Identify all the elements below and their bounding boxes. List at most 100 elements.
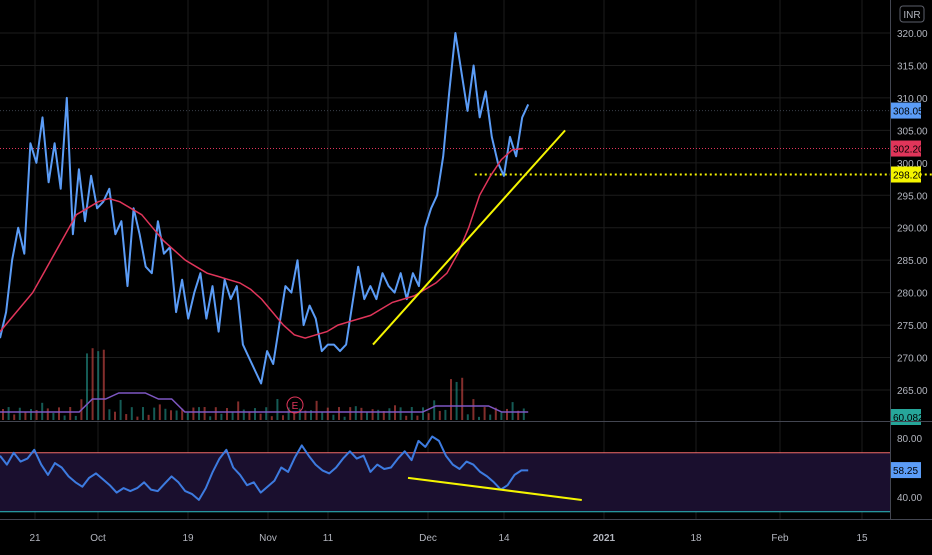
volume-bar[interactable] bbox=[147, 414, 150, 420]
rsi-trendline[interactable] bbox=[407, 476, 582, 501]
rsi-line[interactable] bbox=[0, 435, 529, 501]
volume-bar[interactable] bbox=[18, 407, 21, 420]
volume-bar[interactable] bbox=[444, 409, 447, 420]
volume-bar[interactable] bbox=[248, 411, 251, 420]
volume-bar[interactable] bbox=[321, 412, 324, 420]
volume-bar[interactable] bbox=[371, 409, 374, 420]
price-trendline[interactable] bbox=[372, 129, 566, 346]
volume-bar[interactable] bbox=[338, 407, 340, 420]
volume-bar[interactable] bbox=[287, 407, 290, 420]
volume-bar[interactable] bbox=[220, 413, 223, 420]
volume-bar[interactable] bbox=[472, 399, 475, 420]
price-series-line[interactable] bbox=[0, 32, 530, 385]
volume-bar[interactable] bbox=[102, 349, 105, 420]
volume-bar[interactable] bbox=[97, 351, 100, 420]
volume-bar[interactable] bbox=[153, 407, 156, 420]
volume-bar[interactable] bbox=[142, 407, 144, 420]
volume-panel[interactable]: E bbox=[0, 348, 529, 420]
volume-bar[interactable] bbox=[478, 416, 480, 420]
volume-bar[interactable] bbox=[427, 413, 430, 420]
volume-bar[interactable] bbox=[108, 409, 111, 420]
volume-bar[interactable] bbox=[304, 410, 307, 420]
volume-bar[interactable] bbox=[270, 416, 273, 420]
volume-bar[interactable] bbox=[226, 408, 228, 420]
volume-bar[interactable] bbox=[298, 408, 301, 420]
volume-bar[interactable] bbox=[2, 409, 4, 420]
volume-bar[interactable] bbox=[410, 407, 413, 420]
volume-bar[interactable] bbox=[517, 410, 520, 420]
volume-bar[interactable] bbox=[259, 413, 262, 420]
volume-bar[interactable] bbox=[282, 415, 284, 420]
volume-bar[interactable] bbox=[265, 407, 268, 420]
volume-bar[interactable] bbox=[366, 411, 368, 420]
volume-bar[interactable] bbox=[209, 416, 212, 420]
volume-bar[interactable] bbox=[52, 413, 55, 420]
volume-bar[interactable] bbox=[125, 414, 128, 420]
volume-bar[interactable] bbox=[522, 408, 525, 420]
volume-bar[interactable] bbox=[74, 415, 77, 420]
volume-bar[interactable] bbox=[405, 415, 408, 420]
volume-bar[interactable] bbox=[466, 414, 469, 420]
volume-bar[interactable] bbox=[332, 414, 335, 420]
volume-bar[interactable] bbox=[422, 407, 424, 420]
volume-bar[interactable] bbox=[310, 410, 312, 420]
volume-bar[interactable] bbox=[511, 402, 514, 420]
volume-bar[interactable] bbox=[58, 407, 60, 420]
volume-bar[interactable] bbox=[7, 407, 10, 420]
volume-bar[interactable] bbox=[360, 407, 363, 420]
volume-bar[interactable] bbox=[231, 411, 234, 420]
volume-bar[interactable] bbox=[119, 399, 122, 420]
volume-bar[interactable] bbox=[276, 399, 279, 420]
volume-bar[interactable] bbox=[86, 353, 88, 420]
volume-bar[interactable] bbox=[500, 412, 503, 420]
volume-bar[interactable] bbox=[254, 408, 256, 420]
volume-bar[interactable] bbox=[382, 411, 385, 420]
volume-bar[interactable] bbox=[24, 412, 27, 420]
volume-bar[interactable] bbox=[136, 416, 139, 420]
volume-bar[interactable] bbox=[237, 401, 240, 420]
volume-bar[interactable] bbox=[416, 415, 419, 420]
volume-bar[interactable] bbox=[164, 408, 167, 420]
volume-bar[interactable] bbox=[489, 414, 492, 420]
volume-bar[interactable] bbox=[315, 400, 318, 420]
volume-bar[interactable] bbox=[293, 412, 296, 420]
volume-bar[interactable] bbox=[349, 407, 352, 420]
volume-bar[interactable] bbox=[455, 381, 458, 420]
price-panel[interactable] bbox=[0, 32, 932, 385]
volume-bar[interactable] bbox=[158, 404, 161, 420]
volume-bar[interactable] bbox=[91, 348, 94, 420]
volume-bar[interactable] bbox=[483, 407, 486, 420]
volume-bar[interactable] bbox=[63, 415, 66, 420]
volume-bar[interactable] bbox=[186, 412, 189, 420]
volume-bar[interactable] bbox=[198, 407, 200, 420]
volume-bar[interactable] bbox=[114, 411, 116, 420]
volume-bar[interactable] bbox=[181, 408, 184, 420]
volume-bar[interactable] bbox=[377, 409, 380, 420]
volume-bar[interactable] bbox=[433, 400, 436, 420]
volume-bar[interactable] bbox=[170, 410, 172, 420]
volume-bar[interactable] bbox=[388, 408, 391, 420]
volume-bar[interactable] bbox=[175, 410, 178, 420]
volume-bar[interactable] bbox=[214, 407, 217, 420]
volume-bar[interactable] bbox=[30, 409, 32, 420]
volume-bar[interactable] bbox=[35, 410, 38, 420]
volume-bar[interactable] bbox=[130, 407, 133, 420]
volume-bar[interactable] bbox=[399, 407, 402, 420]
volume-bar[interactable] bbox=[203, 407, 206, 420]
volume-bar[interactable] bbox=[13, 414, 16, 420]
volume-bar[interactable] bbox=[506, 408, 508, 420]
volume-bar[interactable] bbox=[326, 407, 329, 420]
earnings-event-marker[interactable] bbox=[286, 396, 304, 414]
volume-bar[interactable] bbox=[69, 407, 72, 420]
currency-badge[interactable]: INR bbox=[899, 5, 925, 23]
volume-bar[interactable] bbox=[192, 407, 195, 420]
volume-bar[interactable] bbox=[343, 416, 346, 420]
volume-bar[interactable] bbox=[461, 377, 464, 420]
volume-bar[interactable] bbox=[354, 406, 357, 420]
moving-average-line[interactable] bbox=[0, 147, 524, 339]
volume-bar[interactable] bbox=[46, 408, 49, 420]
rsi-panel[interactable] bbox=[0, 435, 890, 513]
volume-bar[interactable] bbox=[438, 410, 441, 420]
volume-bar[interactable] bbox=[242, 409, 245, 420]
